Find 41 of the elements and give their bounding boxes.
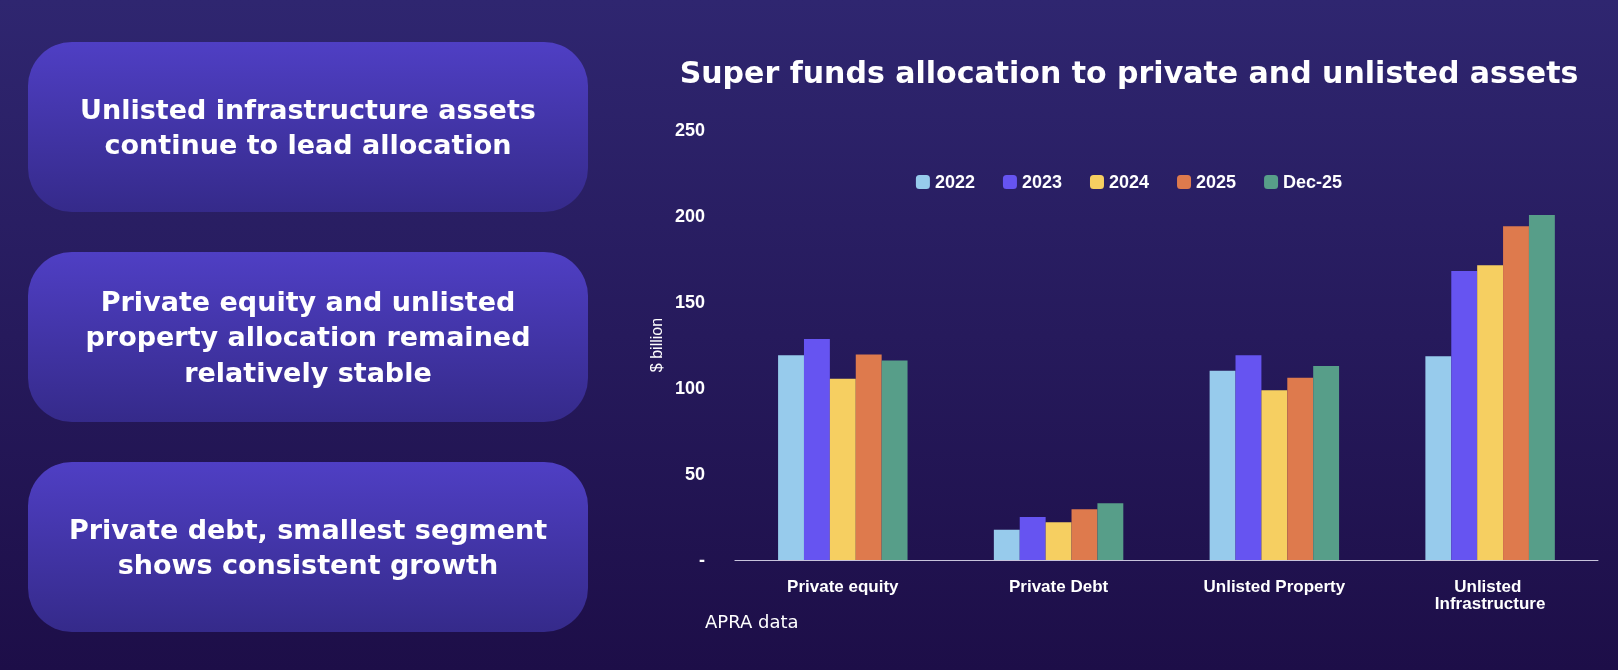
bar (1313, 365, 1340, 560)
legend-label: 2022 (934, 172, 975, 192)
bar (1045, 522, 1072, 560)
bar (829, 378, 856, 560)
bar (803, 338, 830, 560)
y-tick-label: 150 (674, 292, 705, 312)
bar (1261, 390, 1288, 560)
legend-label: 2025 (1196, 172, 1237, 192)
bar (855, 354, 882, 560)
x-tick-label: Unlisted Property (1203, 577, 1346, 596)
bar (993, 529, 1020, 560)
x-tick-label: Private equity (787, 577, 900, 596)
text: Private debt, smallest segment shows consistent growth (28, 462, 588, 632)
text: Private equity and unlisted property allocation remained relatively stable (28, 252, 588, 422)
legend-label: 2023 (1021, 172, 1062, 192)
bar (1235, 355, 1262, 560)
x-tick-label: Private Debt (1008, 577, 1109, 596)
x-tick-label: Unlisted Infrastructure (1434, 577, 1546, 613)
legend-label: 2024 (1108, 172, 1150, 192)
bar (1287, 377, 1314, 560)
bar (1209, 370, 1236, 560)
bar (1528, 214, 1555, 560)
bar (778, 355, 804, 560)
bar (1071, 509, 1098, 560)
bar (1097, 503, 1124, 560)
bar (1477, 265, 1504, 560)
bar (1425, 356, 1452, 560)
y-tick-label: 250 (674, 120, 705, 140)
y-tick-label: - (698, 550, 705, 570)
bar (1503, 226, 1529, 560)
bar (881, 360, 908, 560)
text: APRA data (705, 610, 799, 632)
chart-title: Super funds allocation to private and unlisted assets (679, 54, 1579, 90)
y-tick-label: 200 (674, 206, 705, 226)
bar (1451, 271, 1478, 560)
y-axis-title: $ billion (647, 317, 665, 373)
legend-label: Dec-25 (1283, 172, 1343, 192)
y-tick-label: 50 (684, 464, 705, 484)
y-tick-label: 100 (674, 378, 705, 398)
text: Unlisted infrastructure assets continue to lead allocation (28, 42, 588, 212)
bar (1019, 517, 1046, 560)
